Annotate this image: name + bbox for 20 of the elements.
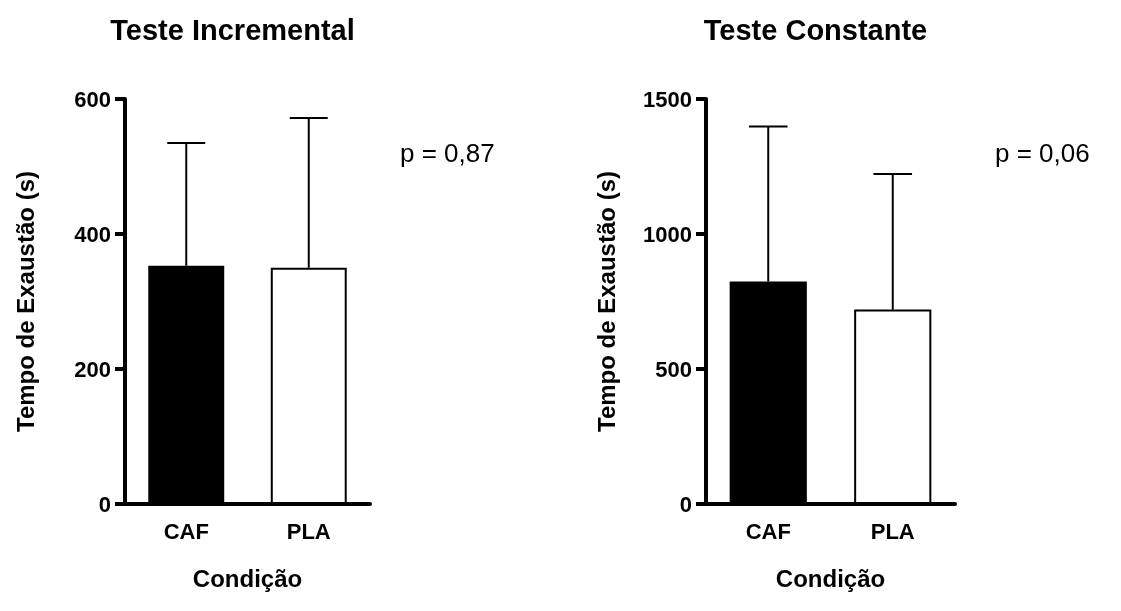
y-tick-label: 600 — [74, 86, 111, 112]
x-tick-label: PLA — [286, 518, 331, 544]
y-tick-label: 1000 — [643, 221, 692, 247]
y-axis-title: Tempo de Exaustão (s) — [592, 171, 620, 432]
text: p = 0,06 — [995, 138, 1090, 168]
y-tick-label: 400 — [74, 221, 111, 247]
x-axis-title: Condição — [775, 564, 886, 592]
y-tick-label: 500 — [655, 356, 692, 382]
y-tick-label: 0 — [98, 491, 111, 517]
x-tick-label: CAF — [163, 518, 209, 544]
x-tick-label: PLA — [870, 518, 915, 544]
y-tick-label: 0 — [679, 491, 692, 517]
x-tick-label: CAF — [745, 518, 791, 544]
chart-title: Teste Incremental — [110, 13, 355, 46]
y-tick-label: 1500 — [643, 86, 692, 112]
y-axis-title: Tempo de Exaustão (s) — [11, 171, 39, 432]
text: p = 0,87 — [400, 138, 495, 168]
y-tick-label: 200 — [74, 356, 111, 382]
chart-title: Teste Constante — [703, 13, 928, 46]
x-axis-title: Condição — [192, 564, 303, 592]
